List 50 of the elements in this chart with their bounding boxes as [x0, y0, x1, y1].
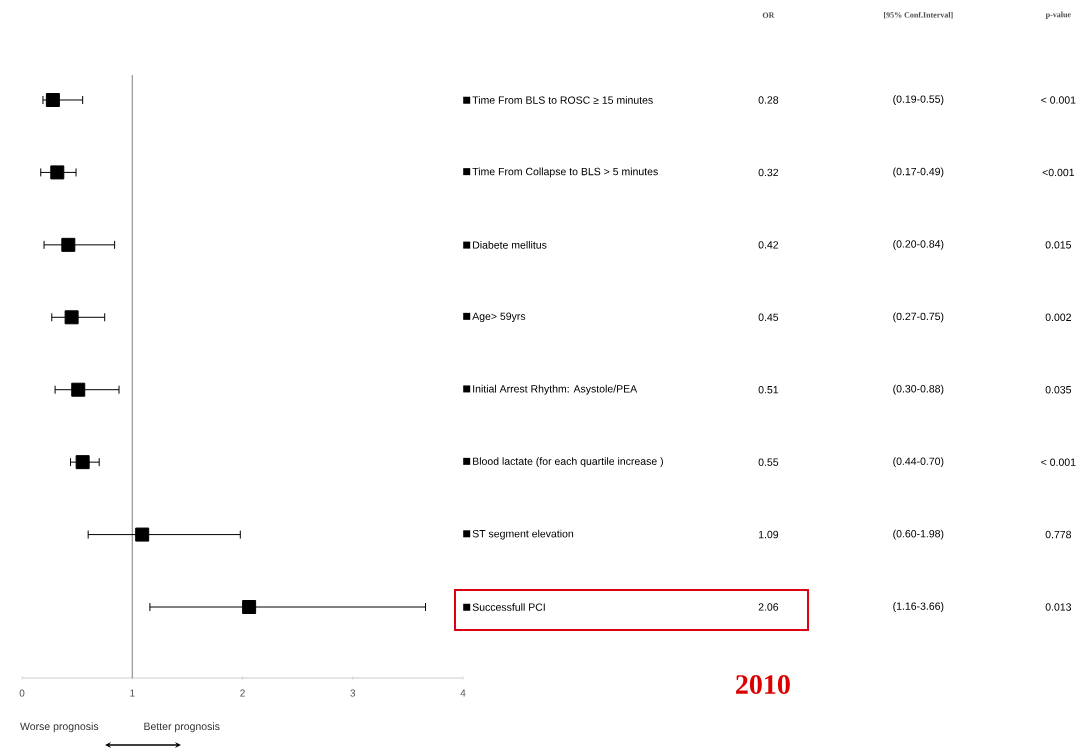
- text: (0.30-0.88): [893, 384, 944, 395]
- x-tick-label: 1: [130, 689, 135, 697]
- text: 0.035: [1045, 386, 1072, 394]
- text: (0.19-0.55): [893, 95, 944, 105]
- point: [71, 382, 86, 397]
- y-tick-label: Time From Collapse to BLS > 5 minutes: [472, 167, 658, 178]
- point: [61, 237, 76, 252]
- text: (0.44-0.70): [893, 457, 944, 468]
- x-tick-label: 0: [19, 689, 25, 697]
- text: 0.778: [1045, 530, 1072, 539]
- text: 0.013: [1045, 603, 1072, 611]
- point: [242, 600, 257, 615]
- data-label: 0.55: [758, 458, 779, 466]
- point: [64, 310, 79, 325]
- data-label: 1.09: [758, 530, 779, 539]
- text: (0.27-0.75): [893, 312, 944, 323]
- data-label: 0.51: [758, 386, 779, 394]
- text: p-value: [1045, 11, 1071, 19]
- data-label: 0.28: [758, 96, 779, 104]
- text: 2010: [736, 675, 790, 694]
- text: (1.16-3.66): [893, 602, 944, 612]
- data-label: 0.32: [758, 168, 779, 177]
- data-label: 2.06: [758, 603, 779, 611]
- text: 0.015: [1045, 241, 1072, 249]
- text: (0.20-0.84): [893, 239, 944, 250]
- text: < 0.001: [1041, 96, 1076, 104]
- text: < 0.001: [1041, 458, 1076, 466]
- text: 0.002: [1045, 313, 1071, 322]
- y-tick-label: Age> 59yrs: [472, 312, 526, 323]
- x-tick-label: 2: [240, 689, 245, 697]
- point: [75, 455, 90, 470]
- x-tick-label: 4: [460, 689, 466, 697]
- point: [135, 527, 150, 542]
- text: (0.60-1.98): [893, 529, 944, 540]
- text: (0.17-0.49): [893, 167, 944, 178]
- y-tick-label: Successfull PCI: [472, 603, 545, 611]
- data-label: 0.42: [758, 241, 779, 249]
- y-tick-label: Blood lactate (for each quartile increase ): [473, 457, 663, 468]
- y-tick-label: Initial Arrest Rhythm: Asystole/PEA: [473, 384, 638, 395]
- y-tick-label: ST segment elevation: [472, 529, 574, 540]
- x-tick-label: 3: [350, 689, 356, 697]
- text: OR: [762, 12, 775, 18]
- text: Worse prognosis: [20, 722, 99, 733]
- point: [50, 165, 65, 180]
- text: Better prognosis: [144, 722, 220, 733]
- y-tick-label: Diabete mellitus: [473, 241, 547, 249]
- text: <0.001: [1042, 168, 1075, 177]
- y-tick-label: Time From BLS to ROSC ≥ 15 minutes: [472, 96, 653, 104]
- data-label: 0.45: [758, 313, 779, 322]
- text: [95% Conf.Interval]: [884, 11, 953, 19]
